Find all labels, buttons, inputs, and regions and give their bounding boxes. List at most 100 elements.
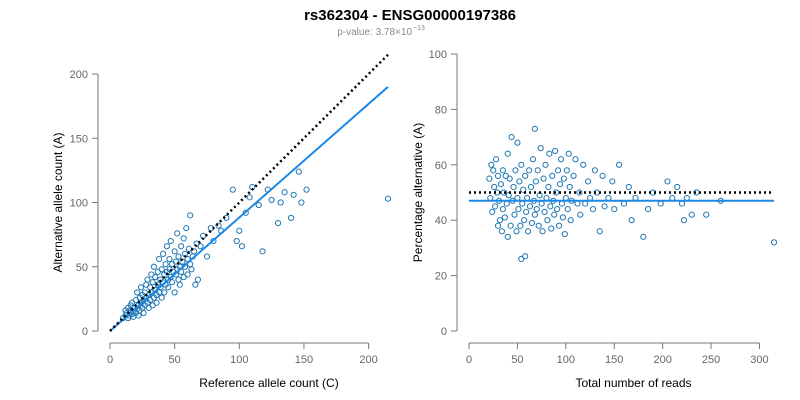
data-point — [537, 145, 544, 152]
data-point — [527, 183, 535, 191]
data-point — [165, 284, 172, 291]
data-point — [233, 237, 240, 245]
data-point — [159, 250, 167, 257]
data-point — [522, 253, 529, 260]
data-point — [703, 211, 710, 218]
data-point — [525, 167, 533, 174]
data-point — [561, 230, 568, 238]
data-point — [556, 181, 564, 188]
data-point — [183, 225, 190, 232]
data-point — [274, 219, 282, 227]
data-point — [496, 217, 504, 224]
data-point — [489, 208, 496, 215]
data-point — [501, 214, 508, 221]
data-point — [236, 227, 243, 234]
data-point — [533, 206, 540, 213]
fit-line — [109, 86, 389, 332]
data-point — [290, 191, 297, 198]
x-tick-label: 200 — [653, 354, 671, 366]
x-tick-label: 0 — [107, 354, 113, 366]
y-tick-label: 60 — [435, 160, 447, 172]
data-point — [596, 228, 603, 235]
data-point — [150, 263, 158, 270]
data-point — [171, 248, 178, 255]
x-tick-label: 50 — [169, 354, 181, 366]
data-point — [384, 195, 392, 202]
data-point — [171, 289, 178, 296]
data-point — [508, 134, 515, 141]
data-point — [197, 243, 204, 250]
y-tick-label: 200 — [70, 69, 88, 81]
y-axis-label: Alternative allele count (A) — [51, 132, 65, 272]
data-point — [551, 211, 558, 218]
data-point — [238, 243, 245, 250]
data-point — [210, 237, 217, 245]
data-point — [640, 233, 647, 240]
data-point — [504, 233, 511, 240]
data-point — [498, 228, 506, 235]
data-point — [513, 228, 520, 235]
data-point — [168, 279, 176, 286]
data-point — [566, 183, 573, 191]
data-point — [541, 208, 548, 215]
data-point — [553, 189, 560, 196]
data-point — [511, 211, 518, 218]
x-axis-label: Total number of reads — [575, 376, 691, 390]
data-point — [664, 178, 671, 185]
data-point — [534, 167, 541, 174]
data-point — [584, 178, 592, 185]
data-point — [146, 284, 154, 291]
data-point — [532, 178, 539, 185]
data-point — [166, 255, 173, 263]
y-tick-label: 100 — [429, 49, 447, 61]
data-point — [601, 203, 608, 210]
data-point — [674, 183, 681, 191]
data-point — [175, 276, 182, 283]
data-point — [281, 189, 288, 196]
data-point — [549, 172, 556, 179]
data-point — [567, 217, 574, 224]
data-point — [163, 243, 170, 250]
data-point — [514, 139, 521, 146]
data-point — [229, 186, 236, 193]
data-point — [531, 211, 538, 218]
data-point — [510, 183, 517, 191]
x-tick-label: 100 — [557, 354, 575, 366]
y-tick-label: 100 — [70, 198, 88, 210]
data-point — [499, 167, 506, 174]
data-point — [499, 206, 506, 213]
data-point — [546, 150, 553, 157]
x-tick-label: 150 — [605, 354, 623, 366]
reference-line — [109, 53, 389, 332]
data-point — [564, 206, 571, 213]
data-point — [158, 294, 165, 301]
panel-right-percentage: 0 20 40 60 80 100 0 50 100 150 200 250 300 Total numb… — [411, 49, 778, 390]
data-point — [559, 214, 567, 221]
data-point — [497, 181, 505, 188]
data-point — [555, 222, 563, 229]
data-point — [540, 175, 547, 182]
data-point — [557, 156, 565, 163]
data-point — [577, 211, 584, 218]
data-point — [507, 222, 514, 229]
data-point — [560, 175, 567, 182]
data-point — [545, 183, 552, 191]
data-point — [187, 212, 194, 219]
data-point — [137, 284, 145, 291]
data-point — [180, 235, 187, 242]
y-tick-label: 150 — [70, 133, 88, 145]
data-point — [255, 201, 262, 209]
data-point — [303, 186, 310, 193]
data-point — [192, 281, 199, 288]
data-point — [494, 222, 502, 229]
data-point — [589, 206, 597, 213]
data-point — [572, 156, 579, 163]
x-tick-label: 150 — [295, 354, 313, 366]
data-point — [149, 279, 156, 286]
y-axis-label: Percentage alternative (A) — [411, 123, 425, 262]
data-point — [156, 255, 163, 263]
data-point — [491, 183, 498, 191]
data-point — [516, 178, 523, 185]
data-point — [570, 172, 577, 179]
